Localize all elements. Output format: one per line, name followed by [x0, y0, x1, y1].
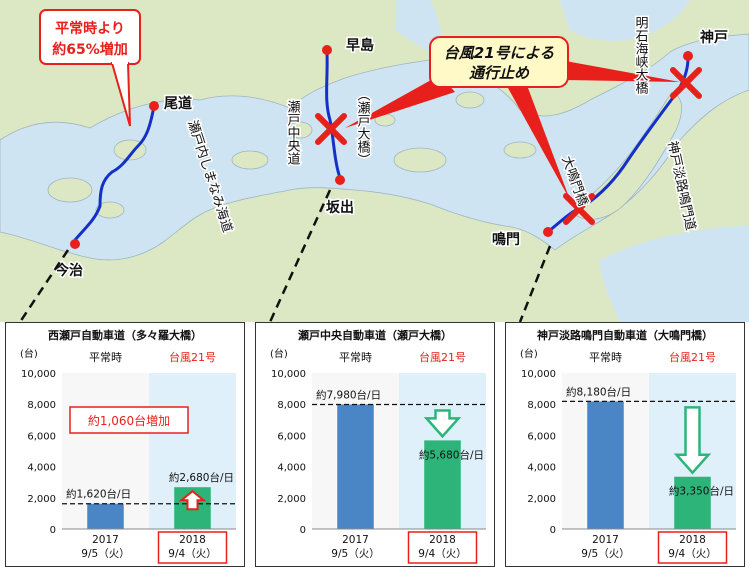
category-date-2018: 9/4（火） [168, 548, 216, 560]
place-imabari: 今治 [54, 262, 83, 279]
place-kobe: 神戸 [700, 29, 728, 46]
place-hayashima: 早島 [346, 37, 374, 54]
category-year-2017: 2017 [592, 534, 619, 546]
chart-setochuo: 瀬戸中央自動車道（瀬戸大橋） (台) 平常時 台風21号 10,000 8,000 6,00… [270, 328, 486, 564]
route-map: 台風21号による 通行止め 平常時より 約65%増加 尾道 今治 早島 坂出 鳴… [0, 0, 749, 322]
place-onomichi: 尾道 [164, 95, 192, 112]
y-tick-label: 6,000 [27, 431, 56, 442]
increase-callout-line2: 約65%増加 [52, 41, 128, 58]
category-year-2018: 2018 [179, 534, 206, 546]
closure-pointer-2 [508, 88, 570, 200]
value-label-2018: 約2,680台/日 [169, 471, 234, 484]
y-tick-label: 2,000 [527, 494, 556, 505]
bar-2018 [674, 476, 711, 529]
category-year-2018: 2018 [429, 534, 456, 546]
decrease-arrow [423, 409, 462, 439]
chart-title: 神戸淡路鳴門自動車道（大鳴門橋） [537, 328, 713, 342]
setochuo-route [325, 51, 342, 179]
category-date-2017: 9/5（火） [81, 548, 129, 560]
bar-2017 [87, 503, 124, 529]
chart-title: 瀬戸中央自動車道（瀬戸大橋） [298, 328, 452, 342]
value-label-2017: 約8,180台/日 [566, 385, 631, 398]
y-tick-label: 8,000 [27, 400, 56, 411]
south-sea [600, 225, 749, 322]
normal-column-bg [62, 373, 149, 529]
y-tick-label: 0 [300, 525, 306, 536]
increase-arrow [178, 489, 207, 511]
value-label-2017: 約1,620台/日 [66, 488, 131, 501]
y-tick-label: 6,000 [277, 431, 306, 442]
islands [47, 91, 537, 219]
y-tick-label: 10,000 [521, 369, 556, 380]
location-dots [70, 45, 693, 249]
chart-title: 西瀬戸自動車道（多々羅大橋） [48, 328, 202, 342]
bar-2018 [424, 440, 461, 529]
increase-callout-box [39, 9, 141, 65]
y-tick-label: 0 [550, 525, 556, 536]
y-tick-label: 10,000 [271, 369, 306, 380]
bar-2017 [587, 401, 624, 529]
category-year-2017: 2017 [92, 534, 119, 546]
category-date-2018: 9/4（火） [668, 548, 716, 560]
closure-cross-onaruto [563, 193, 595, 225]
category-highlight-box [157, 531, 228, 564]
closure-pointer-3 [560, 60, 680, 82]
y-tick-label: 10,000 [21, 369, 56, 380]
y-tick-label: 4,000 [277, 463, 306, 474]
category-year-2018: 2018 [679, 534, 706, 546]
seto-inland-sea [0, 33, 749, 261]
chart-panel-setochuo: 瀬戸中央自動車道（瀬戸大橋） (台) 平常時 台風21号 10,000 8,000 6,00… [255, 322, 495, 567]
leader-lines [18, 189, 552, 322]
y-tick-label: 4,000 [527, 463, 556, 474]
chart-nishiseto: 西瀬戸自動車道（多々羅大橋） (台) 平常時 台風21号 10,000 8,000 6,00… [20, 328, 236, 564]
value-label-2017: 約7,980台/日 [316, 389, 381, 402]
category-year-2017: 2017 [342, 534, 369, 546]
shimanami-route [73, 105, 156, 241]
value-label-2018: 約5,680台/日 [419, 448, 484, 461]
chart-panel-nishiseto: 西瀬戸自動車道（多々羅大橋） (台) 平常時 台風21号 10,000 8,000 6,00… [5, 322, 245, 567]
value-label-2018: 約3,350台/日 [669, 485, 734, 498]
y-tick-label: 0 [50, 525, 56, 536]
route-label-akashi: 明石海峡大橋 [633, 16, 649, 95]
header-typhoon: 台風21号 [669, 350, 716, 364]
place-sakaide: 坂出 [326, 199, 354, 216]
bar-2017 [337, 404, 374, 529]
place-naruto: 鳴門 [492, 231, 520, 248]
closure-cross-setoohashi [315, 113, 347, 145]
route-label-setoohashi: （瀬戸大橋） [355, 88, 371, 166]
osaka-bay [560, 0, 690, 41]
y-tick-label: 8,000 [527, 400, 556, 411]
category-date-2017: 9/5（火） [581, 548, 629, 560]
header-normal: 平常時 [89, 351, 122, 364]
annotation-text: 約1,060台増加 [88, 413, 170, 428]
closure-callout-line2: 通行止め [469, 64, 530, 82]
header-normal: 平常時 [339, 351, 372, 364]
route-label-setochuo: 瀬戸中央道 [285, 100, 301, 165]
y-tick-label: 8,000 [277, 400, 306, 411]
y-tick-label: 2,000 [277, 494, 306, 505]
category-highlight-box [657, 531, 728, 564]
header-typhoon: 台風21号 [419, 350, 466, 364]
closure-pointer-1 [345, 75, 455, 128]
header-typhoon: 台風21号 [169, 350, 216, 364]
increase-callout-line1: 平常時より [55, 20, 125, 37]
closure-callout-line1: 台風21号による [444, 44, 554, 62]
y-tick-label: 4,000 [27, 463, 56, 474]
chart-kobe-awaji: 神戸淡路鳴門自動車道（大鳴門橋） (台) 平常時 台風21号 10,000 8,000 6,… [520, 328, 736, 564]
category-highlight-box [407, 531, 478, 564]
y-unit-label: (台) [270, 347, 288, 360]
y-unit-label: (台) [520, 347, 538, 360]
category-date-2018: 9/4（火） [418, 548, 466, 560]
category-date-2017: 9/5（火） [331, 548, 379, 560]
y-tick-label: 2,000 [27, 494, 56, 505]
y-tick-label: 6,000 [527, 431, 556, 442]
annotation-box [69, 406, 189, 434]
closure-callout-box [429, 36, 569, 88]
chart-panel-kobe-awaji: 神戸淡路鳴門自動車道（大鳴門橋） (台) 平常時 台風21号 10,000 8,000 6,… [505, 322, 745, 567]
y-unit-label: (台) [20, 347, 38, 360]
header-normal: 平常時 [589, 351, 622, 364]
closure-cross-akashi [670, 67, 702, 99]
decrease-arrow [673, 406, 712, 475]
